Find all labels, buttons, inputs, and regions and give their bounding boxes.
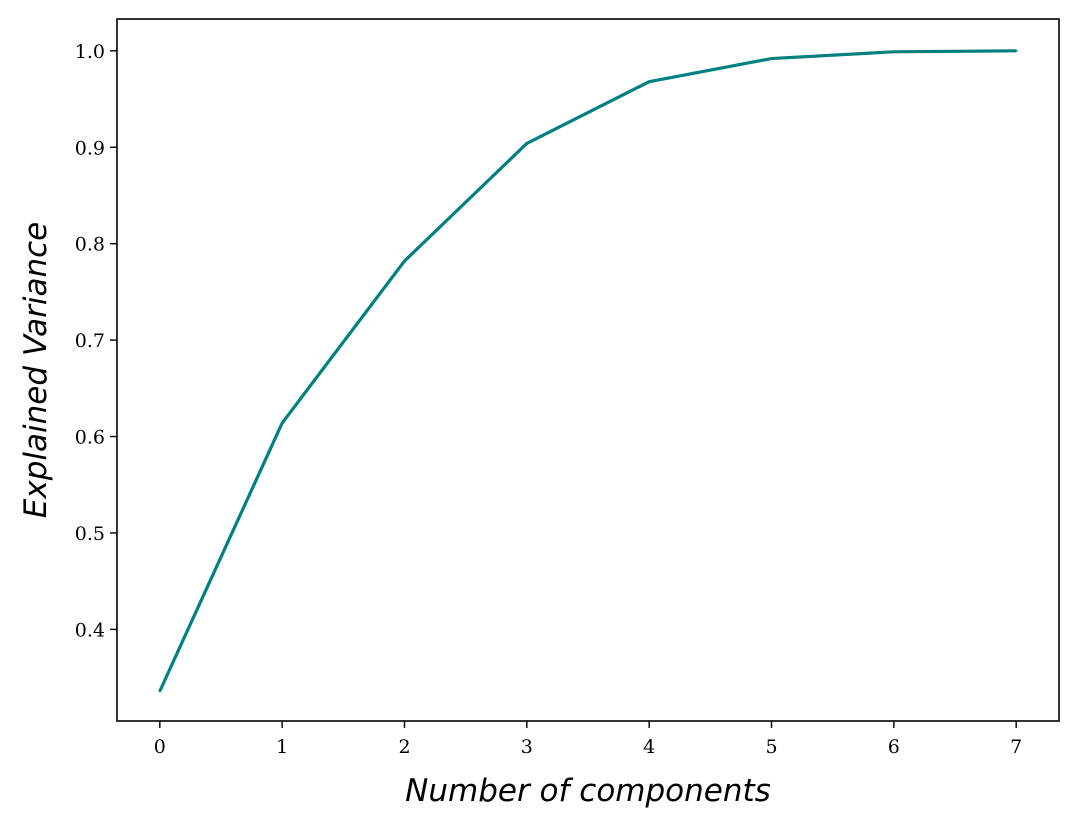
y-tick-label: 0.8 [75, 234, 105, 256]
data-point [158, 689, 162, 693]
y-tick-label: 0.7 [75, 330, 105, 352]
y-tick-label: 1.0 [75, 41, 105, 63]
data-point [1014, 49, 1018, 53]
x-tick-label: 3 [521, 736, 533, 758]
data-point [892, 50, 896, 53]
y-axis-ticks: 0.4 0.5 0.6 0.7 0.8 0.9 1.0 [75, 41, 117, 641]
data-point [770, 57, 773, 60]
data-point [525, 142, 529, 145]
data-point [280, 421, 284, 425]
x-tick-label: 1 [276, 736, 288, 758]
y-tick-label: 0.6 [75, 427, 105, 449]
series-line [158, 49, 1017, 692]
x-axis-label: Number of components [405, 773, 771, 809]
x-tick-label: 7 [1010, 736, 1022, 758]
data-point [647, 80, 651, 83]
x-axis-ticks: 0 1 2 3 4 5 6 7 [154, 721, 1022, 758]
y-tick-label: 0.5 [75, 523, 105, 545]
data-point [403, 259, 406, 263]
x-tick-label: 4 [643, 736, 655, 758]
y-axis-label: Explained Variance [18, 222, 54, 518]
y-tick-label: 0.9 [75, 137, 105, 159]
y-tick-label: 0.4 [75, 619, 105, 641]
x-tick-label: 2 [398, 736, 410, 758]
x-tick-label: 0 [154, 736, 166, 758]
plot-frame [116, 18, 1060, 722]
x-tick-label: 5 [765, 736, 777, 758]
plot-area [117, 19, 1059, 721]
x-tick-label: 6 [888, 736, 900, 758]
series-layer [158, 49, 1018, 693]
